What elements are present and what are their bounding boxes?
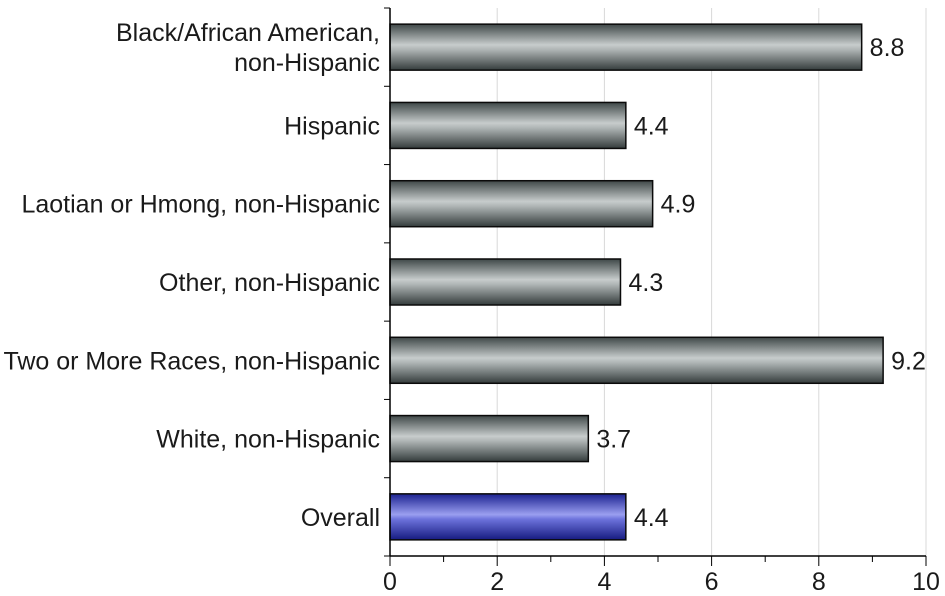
category-label-5: White, non-Hispanic [156, 426, 380, 454]
category-label-0: Black/African American, non-Hispanic [116, 19, 380, 77]
category-label-line: Hispanic [284, 112, 380, 140]
grid-layer [496, 8, 927, 556]
bar-0 [389, 23, 863, 71]
category-label-line: Other, non-Hispanic [159, 269, 380, 297]
value-label-2: 4.9 [661, 191, 696, 219]
bar-1 [389, 101, 627, 150]
category-label-line: non-Hispanic [234, 49, 380, 77]
value-label-3: 4.3 [628, 269, 663, 297]
category-label-4: Two or More Races, non-Hispanic [3, 347, 380, 375]
axis-layer [384, 7, 927, 566]
value-label-4: 9.2 [891, 347, 926, 375]
category-label-2: Laotian or Hmong, non-Hispanic [21, 191, 380, 219]
category-label-line: Laotian or Hmong, non-Hispanic [21, 191, 380, 219]
category-label-line: Overall [301, 504, 380, 532]
x-tick-label-8: 8 [812, 568, 826, 596]
x-tick-label-6: 6 [705, 568, 719, 596]
category-label-line: Two or More Races, non-Hispanic [3, 347, 380, 375]
x-tick-label-4: 4 [597, 568, 611, 596]
value-label-1: 4.4 [634, 112, 669, 140]
x-tick-label-0: 0 [383, 568, 397, 596]
x-tick-label-2: 2 [490, 568, 504, 596]
label-layer: 8.8 Black/African American, non-Hispanic 4.… [3, 19, 939, 596]
bar-5 [389, 414, 590, 463]
x-tick-label-10: 10 [912, 568, 940, 596]
category-label-line: White, non-Hispanic [156, 426, 380, 454]
category-label-3: Other, non-Hispanic [159, 269, 380, 297]
category-label-1: Hispanic [284, 112, 380, 140]
category-label-line: Black/African American, [116, 19, 380, 47]
value-label-5: 3.7 [596, 426, 631, 454]
category-label-6: Overall [301, 504, 380, 532]
bar-2 [389, 179, 654, 228]
value-label-0: 8.8 [870, 34, 905, 62]
bar-3 [389, 258, 622, 306]
value-label-6: 4.4 [634, 504, 669, 532]
bar-4 [389, 336, 884, 385]
bar-6 [389, 493, 627, 541]
